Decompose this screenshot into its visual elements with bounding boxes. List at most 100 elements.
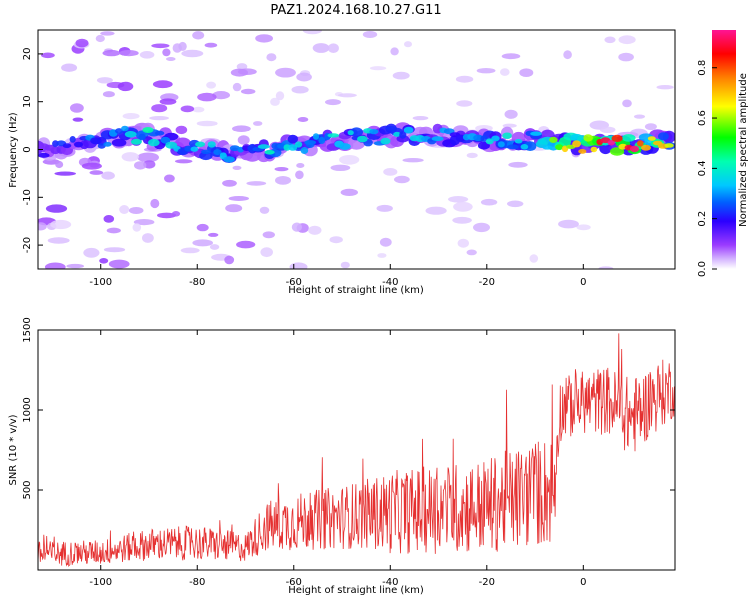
heatmap-band-blob — [130, 138, 142, 145]
heatmap-noise-blob — [291, 222, 302, 232]
heatmap-noise-blob — [236, 240, 256, 249]
heatmap-noise-blob — [237, 135, 250, 145]
heatmap-noise-blob — [500, 68, 510, 76]
heatmap-band-blob — [637, 140, 644, 147]
heatmap-band-blob — [115, 128, 124, 134]
heatmap-noise-blob — [133, 219, 155, 226]
heatmap-band-blob — [154, 130, 165, 136]
heatmap-noise-blob — [103, 247, 126, 253]
heatmap-noise-blob — [159, 98, 177, 105]
heatmap-y-tick-label: -20 — [22, 237, 33, 253]
heatmap-noise-blob — [337, 93, 357, 98]
heatmap-noise-blob — [275, 67, 296, 78]
heatmap-band-blob — [288, 144, 298, 151]
heatmap-band-blob — [121, 125, 129, 132]
heatmap-band-blob — [393, 131, 401, 137]
heatmap-band-blob — [207, 141, 216, 148]
heatmap-band-blob — [530, 131, 542, 136]
heatmap-y-tick-label: 0 — [22, 146, 33, 152]
heatmap-noise-blob — [197, 92, 217, 102]
heatmap-y-tick-label: -10 — [22, 189, 33, 205]
heatmap-noise-blob — [224, 255, 235, 265]
heatmap-band-blob — [264, 150, 275, 155]
colorbar-ticks: 0.0 0.2 0.4 0.6 0.8 — [697, 60, 717, 277]
snr-panel: -100 -80 -60 -40 -20 0 500 1000 1500 Height of … — [8, 317, 676, 596]
heatmap-band-blob — [38, 152, 50, 158]
heatmap-noise-blob — [275, 176, 291, 185]
heatmap-band-blob — [184, 145, 193, 152]
heatmap-noise-blob — [101, 171, 115, 180]
heatmap-noise-blob — [266, 53, 277, 62]
heatmap-noise-blob — [75, 38, 89, 48]
heatmap-noise-blob — [134, 161, 147, 170]
heatmap-noise-blob — [599, 126, 616, 133]
colorbar-gradient — [712, 30, 736, 269]
heatmap-noise-blob — [377, 253, 387, 258]
heatmap-band-blob — [399, 131, 407, 139]
heatmap-band-blob — [629, 145, 640, 153]
heatmap-y-tick-label: 20 — [22, 48, 33, 61]
heatmap-noise-blob — [180, 247, 200, 254]
snr-x-tick-label: 0 — [580, 577, 586, 588]
heatmap-noise-blob — [44, 262, 66, 269]
heatmap-noise-blob — [192, 106, 205, 113]
heatmap-noise-blob — [295, 170, 304, 180]
heatmap-band-blob — [572, 140, 581, 148]
snr-x-tick-label: -60 — [286, 577, 302, 588]
snr-x-tick-label: -40 — [382, 577, 398, 588]
heatmap-x-tick-label: -80 — [189, 277, 205, 288]
heatmap-band-blob — [318, 136, 326, 144]
heatmap-noise-blob — [475, 125, 493, 132]
heatmap-noise-blob — [89, 170, 104, 175]
heatmap-noise-blob — [262, 231, 275, 239]
heatmap-noise-blob — [119, 205, 130, 214]
heatmap-noise-blob — [166, 57, 176, 61]
heatmap-noise-blob — [72, 117, 84, 122]
heatmap-noise-blob — [644, 123, 657, 131]
heatmap-noise-blob — [143, 160, 156, 169]
heatmap-noise-blob — [196, 120, 218, 127]
heatmap-noise-blob — [232, 165, 242, 170]
heatmap-noise-blob — [196, 223, 209, 232]
heatmap-noise-blob — [383, 168, 398, 176]
colorbar: 0.0 0.2 0.4 0.6 0.8 Normalized spectral ampl… — [697, 30, 749, 277]
heatmap-noise-blob — [622, 99, 632, 108]
heatmap-band-blob — [497, 141, 505, 148]
heatmap-noise-blob — [240, 88, 256, 95]
heatmap-noise-blob — [598, 266, 614, 269]
heatmap-noise-blob — [181, 49, 204, 58]
heatmap-band-blob — [124, 131, 137, 138]
heatmap-noise-blob — [178, 41, 187, 51]
heatmap-noise-blob — [255, 34, 273, 43]
heatmap-noise-blob — [327, 43, 339, 53]
heatmap-noise-blob — [81, 162, 102, 170]
heatmap-noise-blob — [504, 109, 518, 119]
heatmap-noise-blob — [228, 196, 249, 201]
heatmap-noise-blob — [102, 49, 121, 57]
heatmap-noise-blob — [142, 233, 154, 243]
heatmap-noise-blob — [246, 181, 267, 186]
heatmap-noise-blob — [452, 216, 472, 224]
heatmap-band-blob — [304, 140, 317, 145]
heatmap-band-blob — [257, 144, 270, 149]
heatmap-noise-blob — [128, 207, 144, 214]
heatmap-band-blob — [549, 136, 558, 143]
heatmap-noise-blob — [466, 249, 477, 256]
heatmap-blobs — [38, 30, 675, 269]
heatmap-noise-blob — [404, 41, 412, 48]
heatmap-band-blob — [312, 133, 320, 140]
heatmap-noise-blob — [180, 105, 195, 113]
colorbar-tick-label: 0.0 — [697, 261, 708, 277]
heatmap-band-blob — [62, 143, 72, 149]
heatmap-band-blob — [520, 144, 529, 150]
heatmap-band-blob — [190, 146, 199, 152]
heatmap-noise-blob — [576, 224, 591, 231]
heatmap-band-blob — [339, 143, 351, 150]
heatmap-noise-blob — [253, 121, 263, 126]
heatmap-noise-blob — [54, 171, 76, 176]
heatmap-band-blob — [300, 147, 309, 154]
heatmap-noise-blob — [66, 263, 84, 269]
heatmap-band-blob — [277, 143, 286, 149]
heatmap-band-blob — [347, 130, 354, 136]
